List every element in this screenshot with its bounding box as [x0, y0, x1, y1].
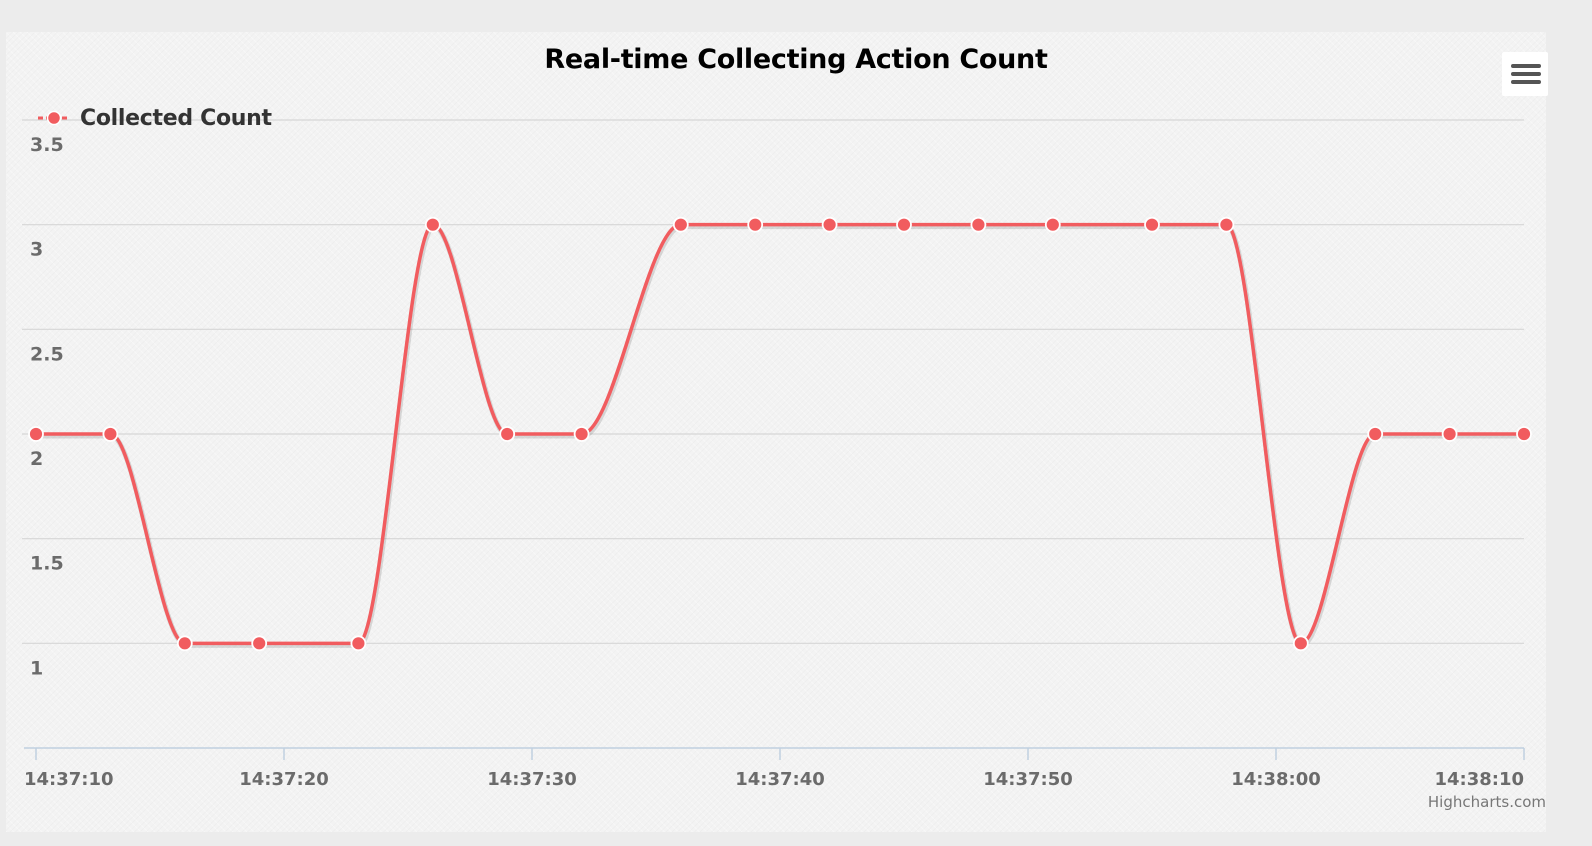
menu-bar-line [1511, 64, 1541, 68]
x-tick-label: 14:37:30 [487, 769, 577, 790]
credits-link[interactable]: Highcharts.com [1427, 793, 1546, 811]
menu-bar-line [1511, 80, 1541, 84]
x-tick-label: 14:37:20 [239, 769, 329, 790]
data-point[interactable] [1044, 216, 1061, 233]
y-tick-label: 1 [30, 657, 43, 679]
menu-bar-line [1511, 72, 1541, 76]
x-tick-label: 14:38:10 [1434, 769, 1524, 790]
data-point[interactable] [1441, 426, 1458, 442]
data-point[interactable] [896, 216, 912, 233]
y-tick-label: 3 [30, 239, 43, 261]
y-tick-label: 2 [30, 448, 43, 470]
data-point[interactable] [1516, 426, 1532, 442]
data-point[interactable] [176, 635, 193, 652]
data-point[interactable] [573, 426, 590, 442]
data-point[interactable] [821, 216, 838, 233]
y-axis: 1 1.5 2 2.5 3 3.5 [30, 134, 64, 679]
data-point[interactable] [1218, 216, 1235, 233]
chart-panel [6, 32, 1546, 832]
series-line-shadow [37, 224, 1525, 648]
chart-title: Real-time Collecting Action Count [544, 44, 1048, 75]
data-point[interactable] [102, 426, 119, 442]
y-tick-label: 2.5 [30, 343, 64, 365]
legend-marker [46, 110, 62, 126]
data-point[interactable] [251, 635, 268, 652]
data-point[interactable] [672, 216, 689, 233]
hamburger-menu-icon[interactable] [1502, 52, 1548, 96]
x-axis: 14:37:10 14:37:20 14:37:30 14:37:40 14:37:50… [24, 747, 1525, 790]
data-point[interactable] [1292, 635, 1309, 652]
x-tick-label: 14:37:10 [24, 769, 114, 790]
data-point[interactable] [350, 635, 367, 652]
legend-symbol [38, 110, 70, 126]
data-point[interactable] [1367, 426, 1384, 442]
y-tick-label: 1.5 [30, 553, 64, 575]
x-tick-label: 14:37:40 [735, 769, 825, 790]
x-tick-label: 14:37:50 [983, 769, 1073, 790]
legend-label: Collected Count [80, 105, 272, 131]
y-tick-label: 3.5 [30, 134, 64, 156]
grid-lines [22, 119, 1524, 644]
data-point[interactable] [424, 216, 441, 233]
series-line[interactable] [36, 222, 1524, 646]
series-collected-count[interactable] [28, 216, 1532, 652]
data-point[interactable] [1144, 216, 1160, 233]
x-tick-label: 14:38:00 [1231, 769, 1321, 790]
data-point[interactable] [28, 426, 44, 442]
legend-item-collected-count[interactable]: Collected Count [36, 103, 272, 133]
data-point[interactable] [747, 216, 764, 233]
data-point[interactable] [970, 216, 987, 233]
data-point[interactable] [499, 426, 516, 442]
